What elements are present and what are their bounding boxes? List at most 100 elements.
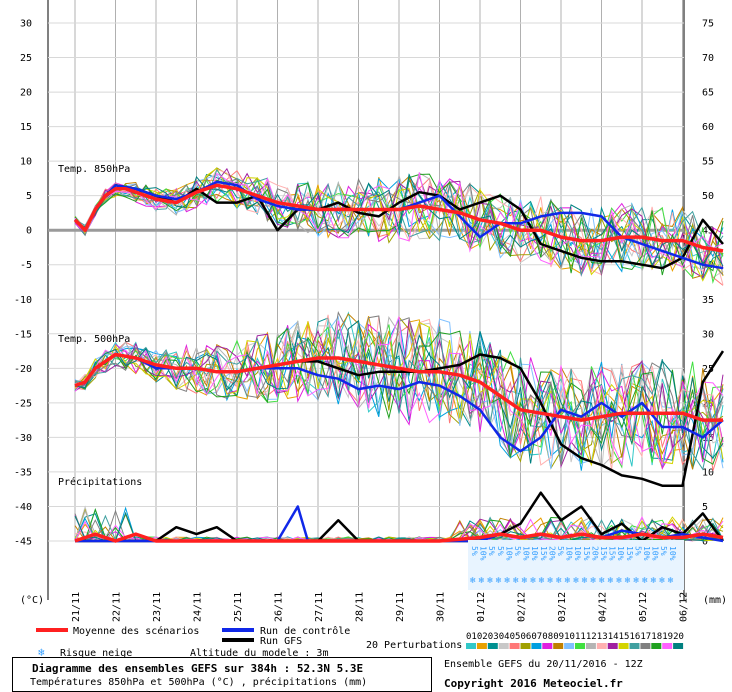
y-tick-label: 25: [20, 53, 32, 64]
snowflake-icon: ❄: [565, 576, 571, 586]
y-axis-left: 30 25 20 15 10 5 0 -5 -10 -15 -20 -25 -30 -35 -40 -45 (°…: [14, 19, 44, 607]
snow-risk-value: 15%: [599, 546, 608, 561]
x-date-label: 25/11: [233, 592, 244, 622]
perturbation-swatch: [629, 643, 640, 649]
x-date-label: 01/12: [476, 592, 487, 622]
y-tick-label: -45: [14, 537, 32, 548]
legend-altitude-label: Altitude du modele : 3m: [190, 648, 328, 659]
y-tick-label: -15: [14, 329, 32, 340]
y-tick-label-right: 0: [702, 537, 708, 548]
y-tick-label-right: 10: [702, 467, 714, 478]
perturbation-line-17: [74, 175, 724, 276]
snow-risk-value: 20%: [590, 546, 599, 561]
snowflake-icon: ❄: [633, 576, 639, 586]
y-tick-label: -25: [14, 398, 32, 409]
snow-risk-value: 15%: [608, 546, 617, 561]
y-tick-label-right: 50: [702, 191, 714, 202]
snowflake-icon: ❄: [599, 576, 605, 586]
snow-risk-value: 10%: [530, 546, 539, 561]
perturbation-id: 16: [630, 632, 641, 642]
panel-label: Temp. 850hPa: [58, 164, 130, 175]
panel-labels: Temp. 850hPa Temp. 500hPa Précipitations: [58, 164, 142, 488]
snowflake-icon: ❄: [539, 576, 545, 586]
perturbation-swatch: [520, 643, 531, 649]
x-axis: 21/11 22/11 23/11 24/11 25/11 26/11 27/11 28/11…: [71, 592, 690, 622]
y-tick-label-right: 70: [702, 53, 714, 64]
perturbation-swatch: [585, 643, 596, 649]
chart-grid: [47, 0, 685, 600]
x-date-label: 05/12: [638, 592, 649, 622]
perturbation-swatch: [662, 643, 673, 649]
snowflake-icon: ❄: [625, 576, 631, 586]
x-date-label: 30/11: [436, 592, 447, 622]
snow-risk-value: 10%: [504, 546, 513, 561]
snow-risk-value: 5%: [556, 546, 565, 556]
y-tick-label-right: 75: [702, 19, 714, 30]
perturbation-id: 18: [651, 632, 662, 642]
perturbation-swatch: [498, 643, 509, 649]
snow-risk-value: 10%: [651, 546, 660, 561]
snowflake-icon: ❄: [590, 576, 596, 586]
snow-risk-value: 5%: [513, 546, 522, 556]
y-tick-label: 5: [26, 191, 32, 202]
legend-snow-label: Risque neige: [60, 648, 132, 659]
perturbation-swatch: [553, 643, 564, 649]
perturbation-id: 04: [499, 632, 510, 642]
x-date-label: 26/11: [274, 592, 285, 622]
y-tick-label-right: 30: [702, 329, 714, 340]
perturbation-id: 08: [542, 632, 553, 642]
perturbation-swatch: [673, 643, 684, 649]
perturbation-swatch: [476, 643, 487, 649]
snow-risk-value: 15%: [625, 546, 634, 561]
snowflake-icon: ❄: [530, 576, 536, 586]
perturbation-id: 19: [662, 632, 673, 642]
snow-risk-value: 5%: [496, 546, 505, 556]
snowflake-icon: ❄: [513, 576, 519, 586]
snowflake-icon: ❄: [608, 576, 614, 586]
y-tick-label: -10: [14, 295, 32, 306]
x-date-label: 03/12: [557, 592, 568, 622]
snow-risk-value: 5%: [633, 546, 642, 556]
snowflake-icon: ❄: [38, 646, 45, 659]
legend: Moyenne des scénarios Run de contrôleRun …: [36, 625, 684, 659]
x-date-label: 29/11: [395, 592, 406, 622]
snow-risk-value: 10%: [479, 546, 488, 561]
snow-risk-value: 10%: [565, 546, 574, 561]
snow-risk-value: 10%: [642, 546, 651, 561]
x-date-label: 02/12: [517, 592, 528, 622]
perturbation-swatch: [564, 643, 575, 649]
x-date-label: 27/11: [314, 592, 325, 622]
x-date-label: 28/11: [355, 592, 366, 622]
perturbation-count-label: 20 Perturbations: [366, 640, 462, 651]
snowflake-icon: ❄: [504, 576, 510, 586]
snowflake-icon: ❄: [470, 576, 476, 586]
snowflake-icon: ❄: [616, 576, 622, 586]
perturbation-swatch: [487, 643, 498, 649]
perturbation-id: 05: [510, 632, 521, 642]
perturbation-id: 06: [521, 632, 532, 642]
y-tick-label-right: 15: [702, 433, 714, 444]
perturbation-id: 01: [466, 632, 477, 642]
footer-title: Diagramme des ensembles GEFS sur 384h : …: [32, 662, 364, 675]
y-tick-label: 20: [20, 88, 32, 99]
perturbation-id: 10: [564, 632, 575, 642]
snow-risk-value: 5%: [470, 546, 479, 556]
perturbation-line-13: [74, 314, 724, 470]
snowflake-icon: ❄: [659, 576, 665, 586]
perturbation-swatch: [607, 643, 618, 649]
snowflake-icon: ❄: [496, 576, 502, 586]
perturbation-swatch: [531, 643, 542, 649]
perturbation-id: 02: [477, 632, 488, 642]
snowflake-icon: ❄: [642, 576, 648, 586]
x-date-label: 22/11: [112, 592, 123, 622]
snowflake-icon: ❄: [573, 576, 579, 586]
legend-mean-label: Moyenne des scénarios: [73, 625, 199, 637]
snow-risk-value: 5%: [487, 546, 496, 556]
footer-run-info: Ensemble GEFS du 20/11/2016 - 12Z: [444, 659, 643, 670]
snow-risk-background: [468, 540, 684, 590]
snow-risk-strip: 5% 10% 5% 5% 10% 5% 10% 10% 15% 20% 5% 10% 10% 15% 20%…: [468, 540, 684, 590]
snow-risk-value: 10%: [522, 546, 531, 561]
snowflake-icon: ❄: [522, 576, 528, 586]
perturbation-id: 15: [619, 632, 630, 642]
